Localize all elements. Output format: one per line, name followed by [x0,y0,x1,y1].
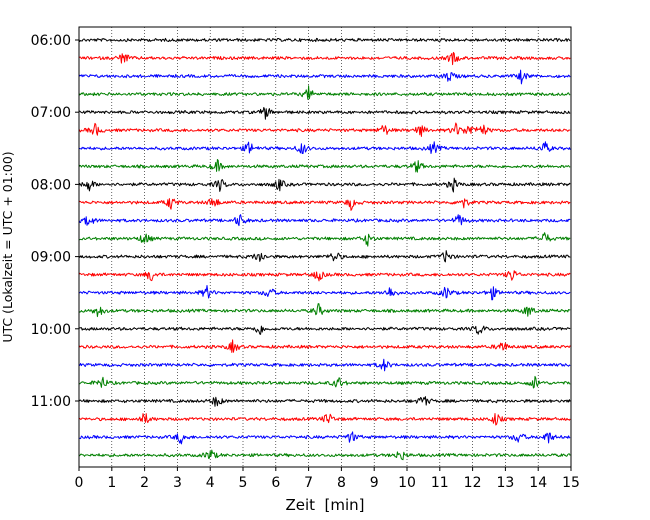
seismic-trace [78,214,571,227]
x-tick-label: 5 [239,475,248,491]
y-axis-label: UTC (Lokalzeit = UTC + 01:00) [0,151,15,342]
seismic-trace [78,449,571,461]
y-axis: 06:00 07:00 08:00 09:00 10:00 11:00 [31,33,79,410]
x-tick-label: 0 [75,475,84,491]
seismic-trace [78,122,571,137]
x-tick-label: 13 [496,475,514,491]
x-tick-label: 6 [271,475,280,491]
x-tick-label: 1 [107,475,116,491]
seismic-trace [78,85,571,100]
y-tick-label: 07:00 [31,105,71,121]
x-tick-label: 14 [529,475,547,491]
seismic-trace [78,107,571,120]
x-tick-label: 3 [173,475,182,491]
x-tick-label: 10 [398,475,416,491]
seismic-trace [78,250,571,263]
seismic-trace [78,141,571,154]
seismic-trace [78,198,571,211]
grid-lines [111,27,539,467]
y-tick-label: 10:00 [31,322,71,338]
seismic-trace [78,51,571,66]
y-tick-label: 09:00 [31,250,71,266]
y-tick-label: 06:00 [31,33,71,49]
seismic-trace [78,270,571,282]
seismic-trace [78,396,571,407]
seismic-trace [78,375,571,389]
seismic-trace [78,177,571,193]
x-tick-label: 2 [140,475,149,491]
trace-group [78,37,571,461]
seismic-trace [78,358,571,372]
seismic-trace [78,159,571,173]
seismic-trace [79,431,571,445]
seismic-trace [79,285,571,301]
y-tick-label: 11:00 [31,394,71,410]
x-tick-label: 8 [337,475,346,491]
seismic-trace [78,69,571,85]
x-axis-label: Zeit [min] [285,496,364,514]
plot-frame [78,26,572,468]
x-tick-label: 9 [370,475,379,491]
seismic-trace [78,232,571,247]
x-axis: 0 1 2 3 4 5 6 7 8 9 10 11 12 13 14 15 [75,467,580,491]
y-tick-label: 08:00 [31,177,71,193]
x-tick-label: 7 [304,475,313,491]
seismic-trace [78,37,571,43]
x-tick-label: 11 [431,475,449,491]
x-tick-label: 15 [562,475,580,491]
seismic-trace [78,325,571,335]
x-tick-label: 4 [206,475,215,491]
seismic-trace [78,413,571,426]
seismic-trace [78,339,571,353]
x-tick-label: 12 [464,475,482,491]
seismic-trace [78,303,571,318]
